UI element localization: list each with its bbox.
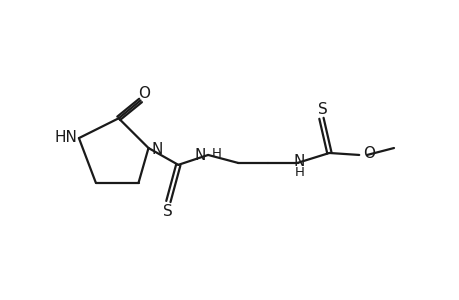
Text: H: H <box>212 148 222 160</box>
Text: S: S <box>317 102 327 117</box>
Text: N: N <box>293 154 305 169</box>
Text: H: H <box>294 166 304 179</box>
Text: N: N <box>194 148 206 164</box>
Text: HN: HN <box>55 130 77 145</box>
Text: O: O <box>138 86 150 101</box>
Text: O: O <box>363 146 375 161</box>
Text: N: N <box>151 142 163 158</box>
Text: S: S <box>163 204 173 219</box>
